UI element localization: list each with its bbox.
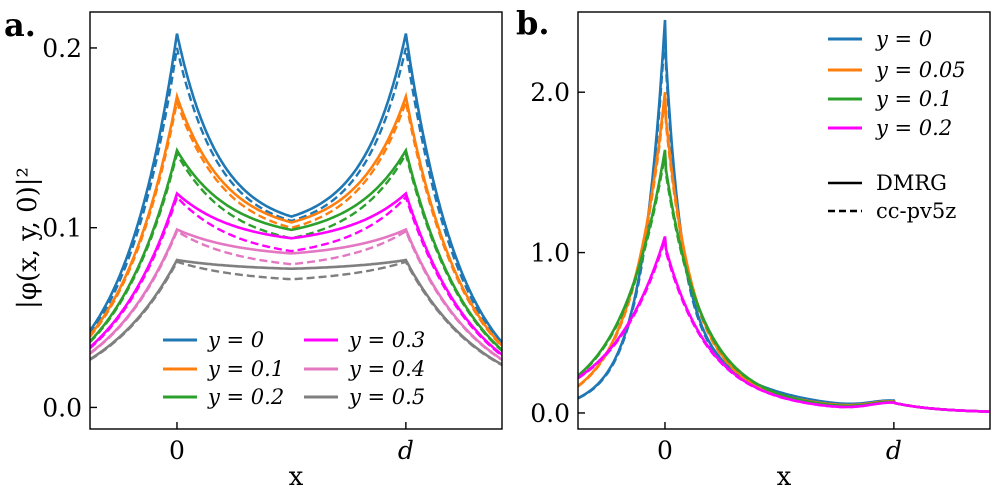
legend-text-dmrg: DMRG — [876, 171, 947, 195]
series-line-a-2-solid — [90, 147, 502, 352]
series-line-a-4-solid — [90, 227, 502, 361]
legend-text-ccpv5z: cc-pv5z — [876, 199, 956, 223]
y-tick-label: 1.0 — [530, 239, 570, 268]
panel-a-frame — [89, 11, 503, 430]
panel-a-label: a. — [4, 6, 36, 44]
series-line-b-1-solid — [578, 92, 990, 413]
legend-text-a-5: y = 0.5 — [348, 385, 425, 409]
x-tick-label: d — [886, 436, 902, 465]
y-tick-label: 0.1 — [42, 214, 82, 243]
series-line-a-4-dashed — [90, 229, 502, 362]
panel-b-legend: y = 0 y = 0.05 y = 0.1 y = 0.2 DMRG cc-p… — [828, 27, 966, 223]
x-tick-label: 0 — [657, 436, 673, 465]
y-tick-label: 0.0 — [530, 399, 570, 428]
x-tick-label: 0 — [169, 436, 185, 465]
legend-text-a-1: y = 0.1 — [207, 357, 284, 381]
series-line-a-3-dashed — [90, 194, 502, 357]
series-line-b-3-dashed — [578, 239, 990, 413]
legend-text-a-2: y = 0.2 — [207, 385, 284, 409]
series-line-a-5-dashed — [90, 260, 502, 367]
panel-b: b. x 0 d 0.0 1.0 2.0 y = 0 y = 0.05 y = 0.1 … — [516, 4, 991, 492]
y-tick-label: 0.2 — [42, 34, 82, 63]
series-line-a-0-dashed — [90, 47, 502, 346]
panel-a-xlabel: x — [289, 462, 304, 492]
legend-text-b-3: y = 0.2 — [875, 116, 952, 140]
legend-text-b-0: y = 0 — [875, 27, 932, 51]
series-line-a-0-solid — [90, 33, 502, 344]
panel-a-series — [90, 33, 502, 367]
y-tick-label: 0.0 — [42, 393, 82, 422]
panel-b-label: b. — [516, 4, 550, 42]
legend-text-a-3: y = 0.3 — [348, 328, 425, 352]
legend-text-b-2: y = 0.1 — [875, 87, 952, 111]
x-tick-label: d — [398, 436, 414, 465]
legend-text-b-1: y = 0.05 — [875, 58, 966, 82]
panel-b-ticks: 0 d 0.0 1.0 2.0 — [530, 78, 902, 465]
panel-a-ylabel: |φ(x, y, 0)|² — [13, 167, 43, 309]
panel-b-xlabel: x — [777, 462, 792, 492]
legend-text-a-4: y = 0.4 — [348, 357, 425, 381]
legend-text-a-0: y = 0 — [207, 328, 264, 352]
panel-a: a. |φ(x, y, 0)|² x 0 d 0.0 0.1 0.2 y = 0 y =… — [4, 6, 503, 492]
panel-a-legend: y = 0 y = 0.1 y = 0.2 y = 0.3 y = 0.4 y … — [163, 328, 425, 409]
series-line-a-1-dashed — [90, 97, 502, 348]
y-tick-label: 2.0 — [530, 78, 570, 107]
panel-b-frame — [577, 11, 991, 430]
series-line-a-1-solid — [90, 91, 502, 347]
panel-a-ticks: 0 d 0.0 0.1 0.2 — [42, 34, 414, 465]
panel-b-series — [578, 19, 990, 413]
